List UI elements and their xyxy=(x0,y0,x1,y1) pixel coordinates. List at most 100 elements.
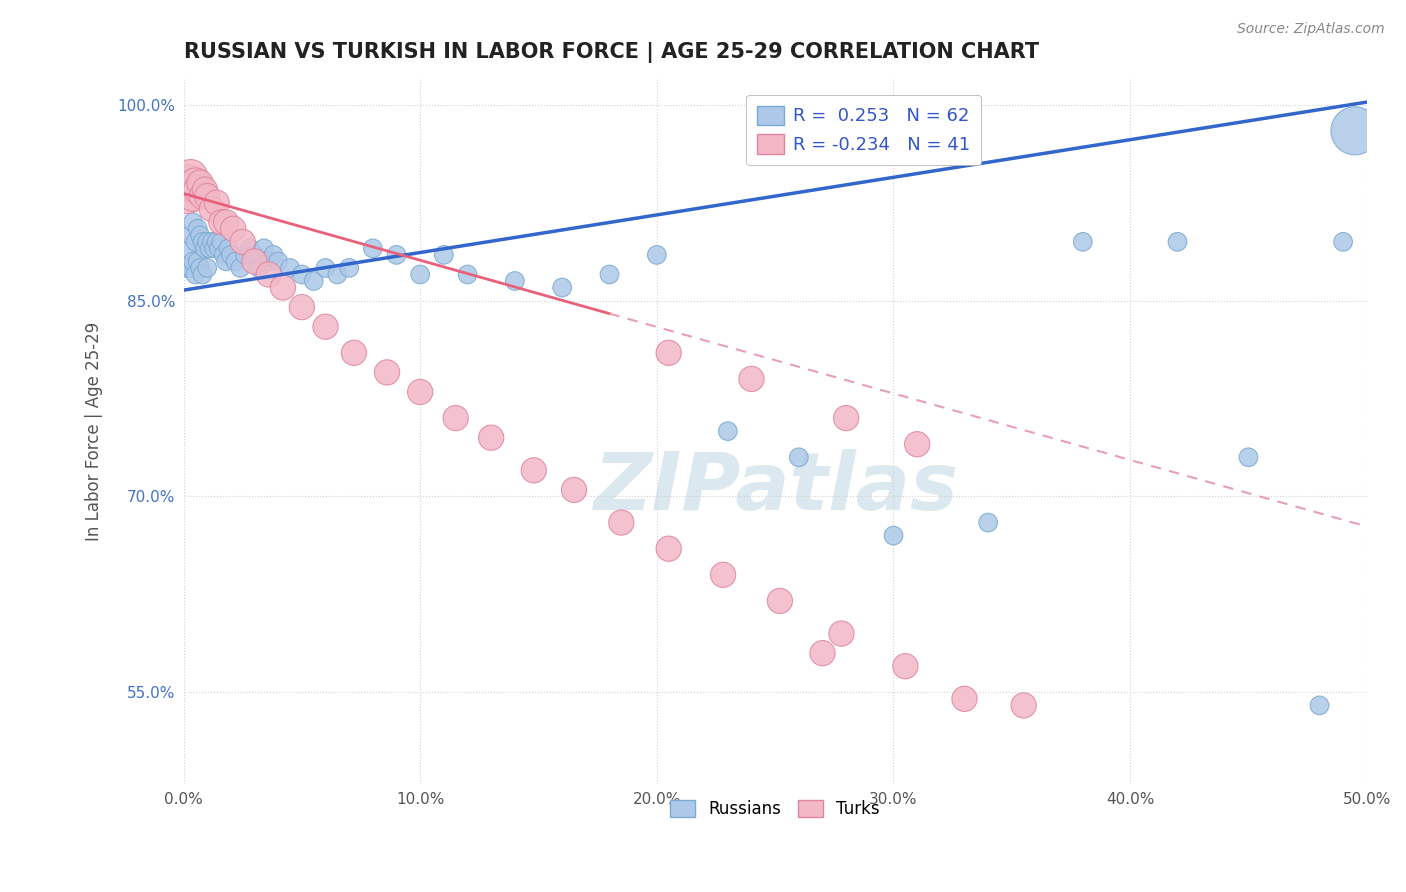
Point xyxy=(645,248,668,262)
Point xyxy=(1331,235,1354,249)
Point xyxy=(218,241,240,255)
Point xyxy=(233,248,256,262)
Point xyxy=(267,254,290,268)
Legend: Russians, Turks: Russians, Turks xyxy=(664,793,887,825)
Point xyxy=(229,260,252,275)
Point xyxy=(769,594,792,608)
Point xyxy=(187,183,209,197)
Point xyxy=(181,254,204,268)
Point xyxy=(232,235,254,249)
Point xyxy=(177,176,200,190)
Point xyxy=(409,384,432,399)
Point xyxy=(180,169,202,184)
Point xyxy=(658,346,681,360)
Point xyxy=(278,260,301,275)
Point xyxy=(184,235,207,249)
Point xyxy=(222,221,245,235)
Point xyxy=(894,659,917,673)
Point xyxy=(209,235,232,249)
Point xyxy=(361,241,384,255)
Point xyxy=(191,235,214,249)
Point xyxy=(740,372,762,386)
Point xyxy=(257,268,280,282)
Point xyxy=(194,183,217,197)
Point xyxy=(523,463,546,477)
Point xyxy=(195,260,218,275)
Point xyxy=(201,202,224,217)
Point xyxy=(187,221,209,235)
Point xyxy=(787,450,810,465)
Point xyxy=(479,431,502,445)
Point xyxy=(1166,235,1188,249)
Point xyxy=(562,483,585,497)
Point xyxy=(457,268,479,282)
Point xyxy=(409,268,432,282)
Point xyxy=(191,268,214,282)
Point xyxy=(184,176,207,190)
Point xyxy=(343,346,366,360)
Point xyxy=(188,176,211,190)
Point xyxy=(337,260,360,275)
Point xyxy=(444,411,467,425)
Point xyxy=(433,248,456,262)
Point xyxy=(177,241,200,255)
Point xyxy=(188,260,211,275)
Point xyxy=(977,516,1000,530)
Point xyxy=(184,268,207,282)
Point xyxy=(181,215,204,229)
Text: ZIPatlas: ZIPatlas xyxy=(593,449,957,526)
Point xyxy=(1308,698,1330,713)
Point xyxy=(291,268,314,282)
Point xyxy=(202,241,225,255)
Point xyxy=(811,646,834,660)
Text: RUSSIAN VS TURKISH IN LABOR FORCE | AGE 25-29 CORRELATION CHART: RUSSIAN VS TURKISH IN LABOR FORCE | AGE … xyxy=(184,42,1039,62)
Point xyxy=(188,228,211,243)
Point xyxy=(271,280,294,294)
Point xyxy=(610,516,633,530)
Point xyxy=(243,248,266,262)
Point xyxy=(225,254,247,268)
Y-axis label: In Labor Force | Age 25-29: In Labor Force | Age 25-29 xyxy=(86,321,103,541)
Point xyxy=(658,541,681,556)
Point xyxy=(181,189,204,203)
Point xyxy=(187,254,209,268)
Point xyxy=(198,241,221,255)
Point xyxy=(1344,124,1367,138)
Point xyxy=(180,260,202,275)
Point xyxy=(239,241,262,255)
Point xyxy=(194,241,217,255)
Point xyxy=(262,248,284,262)
Point xyxy=(174,183,197,197)
Point xyxy=(209,215,232,229)
Point xyxy=(215,215,238,229)
Point xyxy=(1012,698,1035,713)
Point xyxy=(953,691,976,706)
Point xyxy=(1071,235,1094,249)
Point xyxy=(208,241,231,255)
Point xyxy=(174,260,197,275)
Point xyxy=(302,274,325,288)
Point xyxy=(205,195,228,210)
Point xyxy=(180,228,202,243)
Point xyxy=(215,254,238,268)
Point xyxy=(212,248,235,262)
Point xyxy=(882,528,904,542)
Point xyxy=(326,268,349,282)
Point xyxy=(195,235,218,249)
Point xyxy=(551,280,574,294)
Point xyxy=(315,260,337,275)
Point xyxy=(201,235,224,249)
Point xyxy=(905,437,928,451)
Point xyxy=(243,254,266,268)
Point xyxy=(257,254,280,268)
Point xyxy=(385,248,408,262)
Point xyxy=(835,411,858,425)
Point xyxy=(830,626,852,640)
Point xyxy=(717,424,740,438)
Point xyxy=(247,260,270,275)
Point xyxy=(503,274,526,288)
Point xyxy=(205,235,228,249)
Point xyxy=(375,365,398,379)
Text: Source: ZipAtlas.com: Source: ZipAtlas.com xyxy=(1237,22,1385,37)
Point xyxy=(253,241,276,255)
